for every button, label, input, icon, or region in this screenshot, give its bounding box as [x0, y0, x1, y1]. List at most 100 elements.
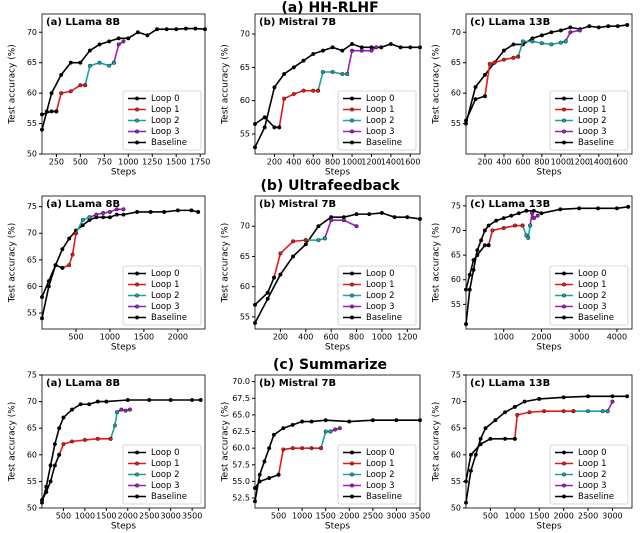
data-point — [467, 272, 472, 277]
data-point — [359, 48, 364, 53]
legend-marker — [134, 472, 139, 477]
y-axis-label: Test accuracy (%) — [432, 223, 442, 304]
series-line — [41, 264, 63, 298]
y-tick-label: 55 — [27, 477, 37, 486]
data-point — [278, 251, 283, 256]
data-point — [121, 39, 126, 44]
data-point — [95, 399, 100, 404]
data-point — [494, 218, 499, 223]
x-tick-label: 1000 — [118, 158, 138, 167]
x-tick-label: 1500 — [96, 512, 116, 521]
data-point — [531, 216, 536, 221]
y-tick-label: 55 — [27, 119, 37, 128]
legend-marker — [562, 304, 567, 309]
data-point — [625, 394, 630, 399]
legend-marker — [562, 494, 567, 499]
data-point — [388, 42, 393, 47]
data-point — [48, 479, 53, 484]
data-point — [267, 446, 272, 451]
y-axis-label: Test accuracy (%) — [221, 402, 231, 483]
data-point — [127, 407, 132, 412]
data-point — [135, 30, 140, 35]
data-point — [586, 409, 591, 414]
legend-box — [337, 444, 417, 505]
legend-label: Loop 2 — [151, 291, 180, 301]
y-tick-label: 60 — [240, 96, 250, 105]
data-point — [568, 30, 573, 35]
data-point — [73, 231, 78, 236]
legend-marker — [134, 118, 139, 123]
data-point — [114, 212, 119, 217]
data-point — [542, 409, 547, 414]
data-point — [119, 407, 124, 412]
data-point — [290, 422, 295, 427]
data-point — [68, 89, 73, 94]
data-point — [539, 41, 544, 46]
data-point — [475, 248, 480, 253]
data-point — [512, 436, 517, 441]
data-point — [311, 52, 316, 57]
legend-label: Loop 3 — [366, 127, 395, 137]
legend-box — [337, 90, 417, 151]
plot-frame — [465, 13, 633, 155]
series-line — [254, 116, 280, 129]
legend-marker — [134, 271, 139, 276]
plot-frame — [41, 13, 206, 155]
legend-marker — [134, 282, 139, 287]
legend-label: Loop 2 — [366, 291, 395, 301]
data-point — [610, 399, 615, 404]
data-point — [605, 409, 610, 414]
y-tick-label: 52.5 — [232, 494, 250, 503]
y-tick-label: 55 — [27, 309, 37, 318]
series-line — [465, 395, 628, 503]
data-point — [503, 436, 508, 441]
data-point — [563, 39, 568, 44]
series-line — [55, 84, 86, 112]
data-point — [60, 265, 65, 270]
series-line — [277, 447, 321, 475]
x-tick-label: 800 — [349, 333, 364, 342]
y-tick-label: 50 — [27, 504, 37, 513]
y-tick-label: 65.0 — [232, 410, 250, 419]
data-point — [323, 418, 328, 423]
legend-marker — [350, 96, 355, 101]
data-point — [59, 72, 64, 77]
data-point — [196, 209, 201, 214]
series-line — [254, 473, 279, 489]
data-point — [369, 48, 374, 53]
legend-box — [122, 444, 202, 505]
series-line — [41, 399, 201, 503]
panel-title: (c) LLama 13B — [470, 378, 550, 389]
y-axis-label: Test accuracy (%) — [8, 44, 18, 125]
panel-title: (b) Mistral 7B — [259, 378, 336, 389]
x-tick-label: 500 — [483, 512, 498, 521]
data-point — [70, 252, 75, 257]
legend-label: Loop 0 — [578, 269, 607, 279]
legend-label: Loop 0 — [366, 269, 395, 279]
data-point — [175, 208, 180, 213]
y-tick-label: 60 — [451, 450, 461, 459]
y-tick-label: 60 — [451, 89, 461, 98]
data-point — [290, 446, 295, 451]
y-tick-label: 65 — [451, 424, 461, 433]
series-line — [564, 29, 580, 42]
data-point — [587, 24, 592, 29]
y-tick-label: 65 — [240, 252, 250, 261]
data-point — [392, 215, 397, 220]
data-point — [183, 26, 188, 31]
x-tick-label: 2000 — [339, 512, 359, 521]
data-point — [486, 223, 491, 228]
legend-marker — [562, 315, 567, 320]
data-point — [329, 218, 334, 223]
plot-frame — [41, 195, 206, 330]
data-point — [418, 45, 423, 50]
data-point — [561, 395, 566, 400]
legend-marker — [562, 282, 567, 287]
x-axis-label: Steps — [111, 168, 136, 178]
data-point — [482, 243, 487, 248]
legend-marker — [350, 304, 355, 309]
data-point — [252, 121, 257, 126]
legend-marker — [134, 304, 139, 309]
x-tick-label: 500 — [68, 333, 83, 342]
x-tick-label: 750 — [97, 158, 112, 167]
